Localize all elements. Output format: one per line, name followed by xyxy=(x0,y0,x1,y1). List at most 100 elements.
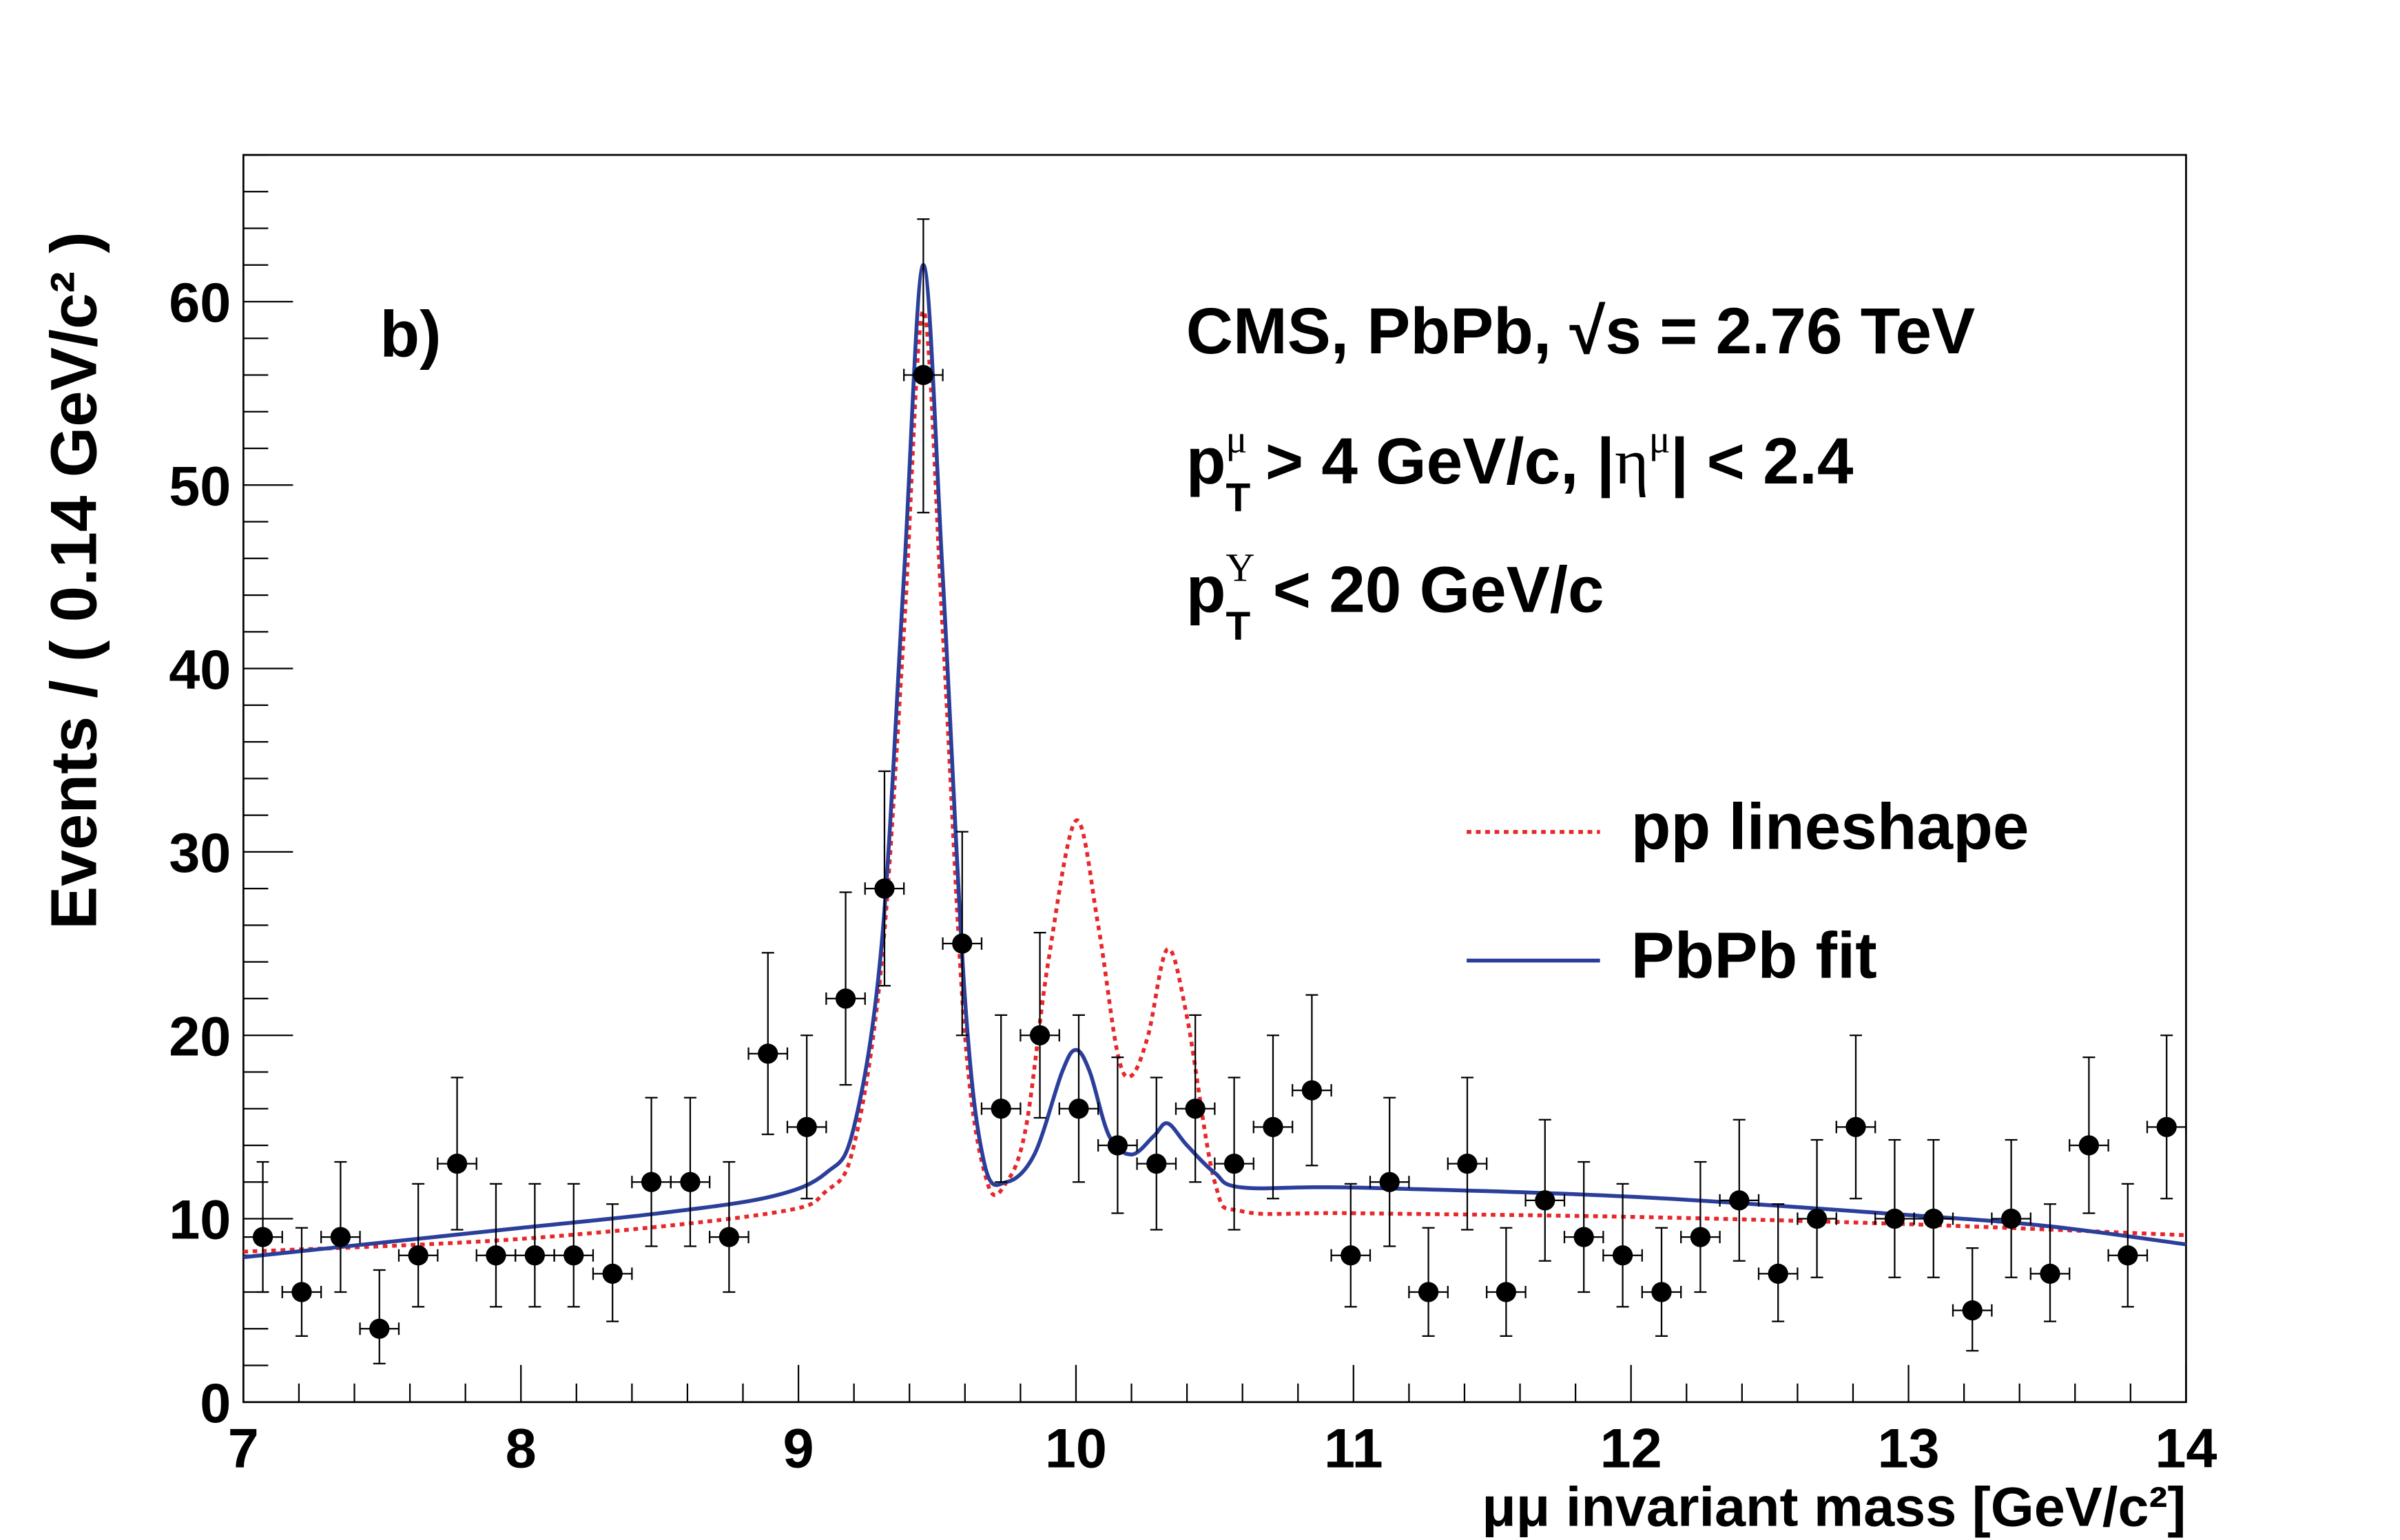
x-tick-label: 14 xyxy=(2155,1417,2217,1479)
data-point xyxy=(320,1161,361,1293)
annotation-line3: pTΥ​ < 20 GeV/c xyxy=(1186,545,1604,649)
x-tick-label: 7 xyxy=(228,1417,259,1479)
data-marker xyxy=(252,1227,273,1247)
data-marker xyxy=(1923,1208,1944,1229)
data-marker xyxy=(524,1245,545,1266)
data-point xyxy=(1952,1247,1993,1352)
data-point xyxy=(1874,1138,1915,1278)
data-point xyxy=(670,1096,711,1247)
y-tick-label: 50 xyxy=(169,456,231,518)
data-point xyxy=(1486,1227,1527,1338)
data-point xyxy=(2069,1057,2109,1214)
legend-label-pp: pp lineshape xyxy=(1631,791,2029,864)
y-tick-label: 40 xyxy=(169,639,231,701)
data-point xyxy=(397,1183,439,1308)
data-point xyxy=(1097,1057,1138,1214)
data-point xyxy=(281,1227,322,1338)
data-marker xyxy=(2000,1208,2022,1229)
data-marker xyxy=(1185,1099,1206,1119)
data-marker xyxy=(1962,1300,1983,1321)
x-tick-label: 10 xyxy=(1045,1417,1107,1479)
data-marker xyxy=(874,878,895,899)
data-point xyxy=(2029,1203,2071,1322)
data-point xyxy=(1408,1227,1449,1338)
y-axis-label: Events / ( 0.14 GeV/c² ) xyxy=(38,231,111,929)
data-marker xyxy=(1263,1116,1283,1137)
y-tick-label: 20 xyxy=(169,1006,231,1068)
data-marker xyxy=(1612,1245,1633,1266)
data-point xyxy=(475,1183,517,1308)
data-point xyxy=(242,1161,283,1293)
data-point xyxy=(1447,1076,1488,1231)
data-point xyxy=(592,1203,633,1322)
data-marker xyxy=(1457,1153,1478,1174)
data-marker xyxy=(1690,1227,1711,1247)
data-marker xyxy=(991,1099,1011,1119)
data-marker xyxy=(1341,1245,1361,1266)
data-marker xyxy=(1029,1025,1051,1045)
data-point xyxy=(942,831,983,1037)
x-tick-label: 12 xyxy=(1600,1417,1662,1479)
data-marker xyxy=(1146,1153,1167,1174)
y-tick-label: 0 xyxy=(200,1373,231,1435)
data-point xyxy=(1797,1138,1837,1278)
x-tick-label: 9 xyxy=(783,1417,814,1479)
data-point xyxy=(1602,1183,1643,1308)
data-marker xyxy=(1806,1208,1828,1229)
data-point xyxy=(980,1014,1022,1183)
data-point xyxy=(1214,1076,1254,1231)
data-marker xyxy=(369,1318,390,1339)
data-marker xyxy=(2156,1116,2177,1137)
data-point xyxy=(1020,931,1060,1119)
data-marker xyxy=(1223,1153,1245,1174)
y-tick-label: 10 xyxy=(169,1189,231,1251)
data-point xyxy=(1524,1118,1566,1262)
data-point xyxy=(1719,1118,1760,1262)
x-tick-labels: 7 8 9 10 11 12 13 14 xyxy=(228,1417,2217,1479)
data-point xyxy=(864,770,905,987)
data-marker xyxy=(1496,1282,1517,1302)
data-marker xyxy=(1729,1190,1750,1211)
data-point xyxy=(1757,1203,1799,1322)
data-point xyxy=(2146,1034,2187,1200)
data-point xyxy=(786,1034,827,1200)
data-marker xyxy=(1068,1099,1089,1119)
data-marker xyxy=(1301,1080,1323,1101)
data-marker xyxy=(835,988,856,1009)
data-marker xyxy=(1379,1172,1400,1192)
data-marker xyxy=(641,1172,662,1192)
legend: pp lineshape PbPb fit xyxy=(1467,791,2029,992)
data-point xyxy=(1680,1161,1721,1293)
data-marker xyxy=(1651,1282,1672,1302)
data-point xyxy=(1913,1138,1954,1278)
data-marker xyxy=(408,1245,428,1266)
x-tick-label: 13 xyxy=(1877,1417,1939,1479)
data-point xyxy=(1563,1161,1604,1293)
y-tick-label: 30 xyxy=(169,822,231,884)
data-marker xyxy=(486,1245,506,1266)
panel-label: b) xyxy=(380,298,441,371)
data-marker xyxy=(446,1153,468,1174)
data-marker xyxy=(1418,1282,1439,1302)
data-point xyxy=(1175,1014,1216,1183)
data-point xyxy=(2107,1183,2149,1308)
data-marker xyxy=(680,1172,701,1192)
data-point xyxy=(709,1161,749,1293)
data-point xyxy=(1136,1076,1177,1231)
data-point xyxy=(515,1183,555,1308)
data-marker xyxy=(718,1227,739,1247)
x-axis-label: μμ invariant mass [GeV/c²] xyxy=(1482,1477,2186,1539)
y-tick-label: 60 xyxy=(169,272,231,334)
data-marker xyxy=(952,933,973,954)
data-point xyxy=(1369,1096,1410,1247)
data-point xyxy=(747,952,789,1136)
data-point xyxy=(1641,1227,1682,1338)
data-marker xyxy=(291,1282,312,1302)
y-tick-labels: 0 10 20 30 40 50 60 xyxy=(169,272,231,1435)
x-tick-label: 8 xyxy=(506,1417,537,1479)
data-marker xyxy=(330,1227,351,1247)
data-marker xyxy=(1107,1135,1128,1156)
data-point xyxy=(437,1076,477,1231)
data-marker xyxy=(2078,1135,2100,1156)
